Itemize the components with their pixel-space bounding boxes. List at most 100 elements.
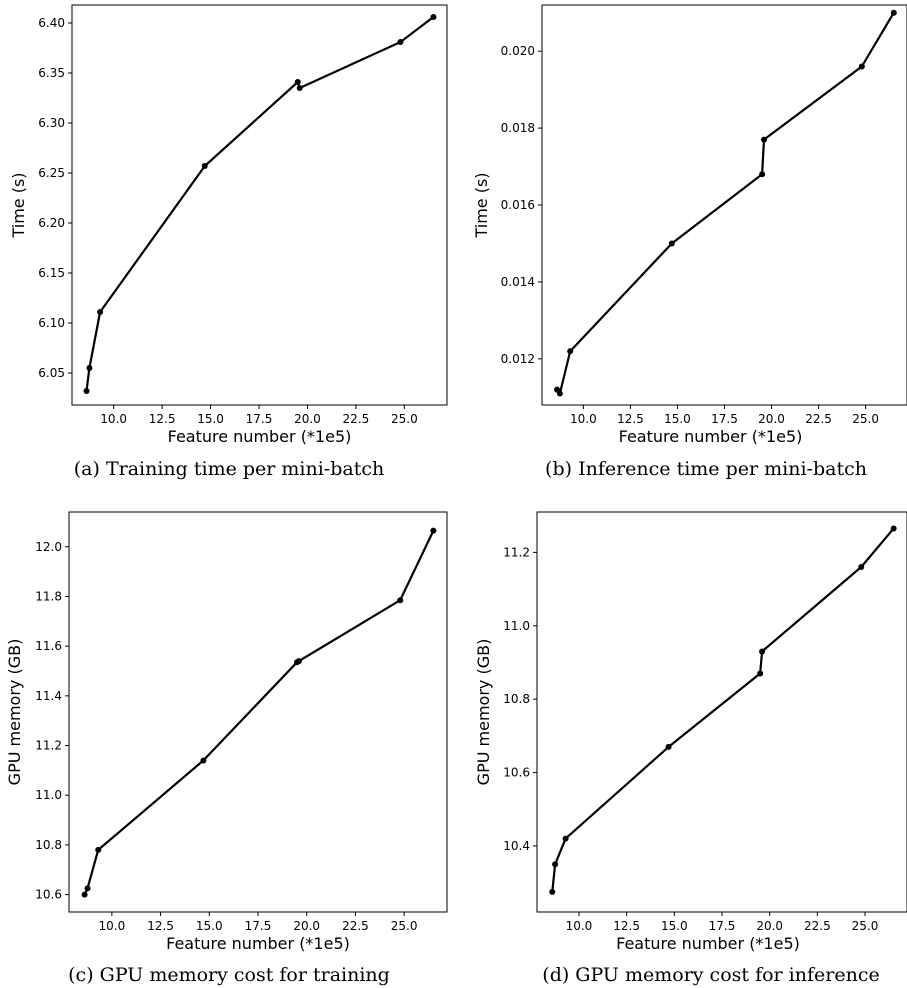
x-tick-label: 17.5	[711, 412, 738, 426]
y-tick-label: 10.8	[503, 692, 530, 706]
y-tick-label: 11.4	[35, 689, 62, 703]
data-point	[759, 648, 766, 655]
y-tick-label: 6.15	[38, 266, 65, 280]
data-point	[81, 891, 88, 898]
data-point	[668, 240, 675, 247]
series-line	[556, 12, 895, 395]
y-axis-label: Time (s)	[472, 172, 491, 238]
chart-panel-2: 10.0 12.5 15.0 17.5 20.0 22.5 25.0 10.6 10.8 11.0…	[5, 511, 448, 986]
y-tick-label: 11.0	[35, 788, 62, 802]
y-tick-label: 12.0	[35, 540, 62, 554]
y-tick-label: 0.020	[501, 44, 535, 58]
x-tick-label: 12.5	[149, 412, 176, 426]
data-point	[665, 743, 672, 750]
series-line	[83, 530, 435, 896]
y-tick-label: 6.10	[38, 316, 65, 330]
x-axis-label: Feature number (*1e5)	[616, 934, 800, 953]
x-tick-label: 17.5	[246, 412, 273, 426]
data-point	[757, 670, 764, 677]
panel-caption: (b) Inference time per mini-batch	[545, 458, 867, 480]
plot-frame	[541, 4, 907, 406]
data-point	[86, 365, 93, 371]
x-tick-label: 10.0	[100, 412, 127, 426]
y-tick-label: 0.014	[501, 275, 535, 289]
x-tick-label: 25.0	[852, 412, 879, 426]
chart-panel-0: 10.0 12.5 15.0 17.5 20.0 22.5 25.0 6.05 6.10 6.15…	[9, 4, 448, 480]
panel-caption: (a) Training time per mini-batch	[74, 458, 384, 480]
data-point	[201, 163, 208, 169]
x-tick-label: 22.5	[342, 919, 369, 933]
x-tick-label: 17.5	[709, 919, 736, 933]
y-tick-label: 0.016	[501, 198, 535, 212]
y-tick-label: 11.2	[35, 739, 62, 753]
y-tick-label: 6.05	[38, 366, 65, 380]
x-axis-label: Feature number (*1e5)	[619, 427, 803, 446]
data-point	[759, 171, 766, 178]
x-tick-label: 22.5	[805, 412, 832, 426]
data-point	[552, 861, 559, 868]
y-axis-label: GPU memory (GB)	[474, 639, 493, 786]
data-point	[83, 388, 90, 394]
data-point	[562, 835, 569, 842]
data-point	[890, 9, 897, 16]
x-axis-label: Feature number (*1e5)	[166, 934, 350, 953]
data-point	[294, 79, 301, 85]
panel-caption: (c) GPU memory cost for training	[68, 964, 390, 986]
data-point	[397, 39, 404, 45]
x-tick-label: 15.0	[196, 919, 223, 933]
chart-panel-1: 10.0 12.5 15.0 17.5 20.0 22.5 25.0 0.012 0.014 0.…	[472, 4, 907, 480]
plot-frame	[68, 511, 448, 913]
series-line	[85, 16, 435, 392]
y-tick-label: 6.25	[38, 166, 65, 180]
y-tick-label: 11.0	[503, 619, 530, 633]
x-tick-label: 20.0	[756, 919, 783, 933]
x-tick-label: 20.0	[758, 412, 785, 426]
data-point	[397, 597, 404, 604]
y-tick-label: 10.4	[503, 839, 530, 853]
x-tick-label: 10.0	[566, 919, 593, 933]
y-axis-label: GPU memory (GB)	[5, 639, 24, 786]
x-tick-label: 25.0	[391, 412, 418, 426]
x-tick-label: 20.0	[294, 412, 321, 426]
data-point	[858, 63, 865, 70]
series-line	[551, 527, 895, 892]
x-tick-label: 20.0	[293, 919, 320, 933]
y-tick-label: 0.012	[501, 352, 535, 366]
y-tick-label: 11.2	[503, 545, 530, 559]
y-tick-label: 6.20	[38, 216, 65, 230]
data-point	[295, 658, 302, 665]
x-tick-label: 15.0	[664, 412, 691, 426]
x-tick-label: 17.5	[245, 919, 272, 933]
x-tick-label: 15.0	[197, 412, 224, 426]
x-tick-label: 22.5	[804, 919, 831, 933]
x-tick-label: 12.5	[617, 412, 644, 426]
x-axis-label: Feature number (*1e5)	[168, 427, 352, 446]
y-tick-label: 11.6	[35, 639, 62, 653]
data-point	[430, 527, 437, 534]
x-tick-label: 15.0	[661, 919, 688, 933]
panel-caption: (d) GPU memory cost for inference	[542, 964, 879, 986]
x-tick-label: 22.5	[343, 412, 370, 426]
x-tick-label: 10.0	[99, 919, 126, 933]
data-point	[296, 85, 303, 91]
data-point	[858, 564, 865, 571]
data-point	[890, 525, 897, 532]
chart-panel-3: 10.0 12.5 15.0 17.5 20.0 22.5 25.0 10.4 10.6 10.8…	[474, 511, 907, 986]
x-tick-label: 25.0	[852, 919, 879, 933]
plot-frame	[536, 511, 907, 913]
y-tick-label: 11.8	[35, 589, 62, 603]
x-tick-label: 12.5	[147, 919, 174, 933]
data-point	[97, 309, 104, 315]
data-point	[430, 14, 437, 20]
y-tick-label: 6.35	[38, 66, 65, 80]
y-tick-label: 6.40	[38, 16, 65, 30]
data-point	[567, 348, 574, 355]
y-tick-label: 10.8	[35, 838, 62, 852]
x-tick-label: 12.5	[613, 919, 640, 933]
x-tick-label: 10.0	[570, 412, 597, 426]
data-point	[761, 136, 768, 143]
data-point	[95, 846, 102, 853]
data-point	[556, 390, 563, 397]
data-point	[84, 885, 91, 892]
